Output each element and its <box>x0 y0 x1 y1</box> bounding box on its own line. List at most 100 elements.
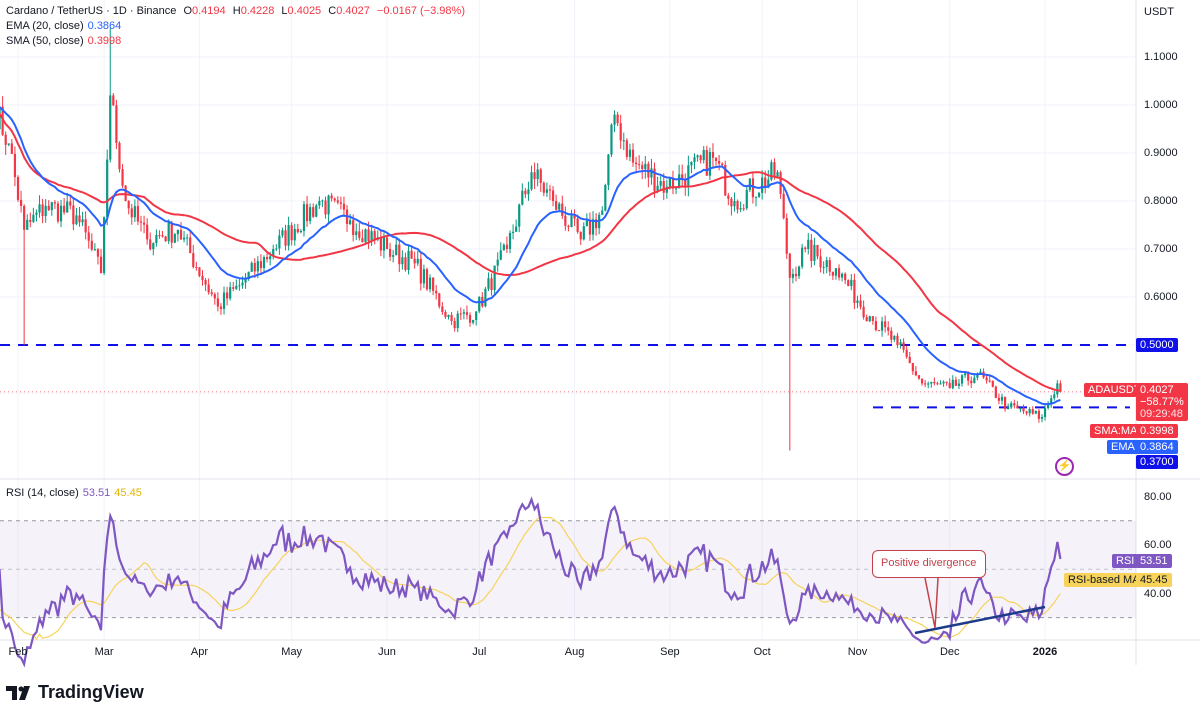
ema-badge: 0.3864 <box>1136 440 1178 454</box>
candle-body <box>1050 398 1053 405</box>
x-tick: Nov <box>847 646 868 658</box>
candle-body <box>133 206 136 218</box>
x-tick: 2026 <box>1032 646 1058 658</box>
rsi-label: RSI (14, close) <box>6 487 79 499</box>
rsi-divergence-trendline <box>914 605 1046 635</box>
candle-body <box>379 237 382 251</box>
candle-body <box>364 229 367 243</box>
candle-body <box>1056 383 1059 395</box>
candle-body <box>914 371 917 376</box>
candle-body <box>853 279 856 304</box>
candle-body <box>939 383 942 385</box>
price-tick: 1.1000 <box>1144 51 1178 63</box>
candle-body <box>837 268 841 278</box>
candle-body <box>250 262 253 272</box>
candle-body <box>176 229 179 235</box>
candle-body <box>684 179 687 188</box>
candle-body <box>917 375 921 379</box>
candle-body <box>219 306 223 309</box>
tradingview-logo[interactable]: TradingView <box>6 682 144 703</box>
candle-body <box>189 237 192 254</box>
candle-body <box>278 235 281 249</box>
candle-body <box>976 373 979 378</box>
candle-body <box>118 142 121 170</box>
candle-body <box>1016 405 1019 409</box>
candle-body <box>468 315 472 323</box>
candle-body <box>23 205 26 230</box>
candle-body <box>877 330 881 332</box>
candle-body <box>499 250 502 260</box>
candle-body <box>721 163 724 165</box>
currency-unit[interactable]: USDT <box>1144 6 1174 18</box>
lightning-alert-icon[interactable]: ⚡ <box>1055 457 1074 476</box>
candle-body <box>164 236 167 242</box>
rsi-badge: 53.51 <box>1136 554 1172 568</box>
level-badge-low: 0.3700 <box>1136 455 1178 469</box>
candle-body <box>367 229 370 242</box>
candle-body <box>856 300 859 304</box>
ema-label: EMA (20, close) <box>6 20 84 32</box>
candle-body <box>687 165 690 188</box>
candle-body <box>204 279 207 285</box>
candle-body <box>714 157 718 161</box>
candle-body <box>93 249 96 251</box>
candle-body <box>924 383 927 385</box>
ema-legend[interactable]: EMA (20, close) 0.3864 <box>6 20 125 32</box>
candle-body <box>373 231 376 240</box>
candle-body <box>951 379 954 389</box>
x-tick: Apr <box>190 646 208 658</box>
candle-body <box>435 290 438 294</box>
candle-body <box>284 230 287 246</box>
candle-body <box>807 239 810 249</box>
price-tick: 1.0000 <box>1144 99 1178 111</box>
candle-body <box>136 206 140 222</box>
level-badge-high: 0.5000 <box>1136 338 1178 352</box>
candle-body <box>235 285 238 289</box>
rsi-legend[interactable]: RSI (14, close) 53.51 45.45 <box>6 487 146 499</box>
candle-body <box>96 249 100 257</box>
candle-body <box>890 330 893 340</box>
x-tick: May <box>281 646 303 658</box>
candle-body <box>930 381 933 384</box>
candle-body <box>595 219 598 229</box>
symbol-badge: ADAUSDT <box>1084 383 1145 397</box>
candle-body <box>109 95 112 160</box>
candle-body <box>1010 403 1013 408</box>
candle-body <box>797 266 801 277</box>
candle-body <box>130 208 133 218</box>
candle-body <box>155 235 158 243</box>
candle-body <box>644 163 647 169</box>
candle-body <box>1043 407 1047 417</box>
candle-body <box>662 181 665 193</box>
close-label: C <box>328 5 337 17</box>
candle-body <box>370 231 373 242</box>
candle-body <box>388 249 392 257</box>
candle-body <box>1028 409 1031 414</box>
candle-body <box>862 306 865 318</box>
candle-body <box>816 244 819 257</box>
candle-body <box>247 271 250 280</box>
candle-body <box>265 257 269 260</box>
candle-body <box>524 190 527 195</box>
annotation-callout[interactable]: Positive divergence <box>872 550 986 578</box>
candle-body <box>970 380 973 384</box>
candle-body <box>44 205 47 217</box>
candle-body <box>530 172 533 190</box>
candle-body <box>653 168 656 192</box>
candle-body <box>502 244 505 251</box>
sma-legend[interactable]: SMA (50, close) 0.3998 <box>6 35 125 47</box>
annotation-text: Positive divergence <box>881 557 977 569</box>
candle-body <box>462 312 465 314</box>
candle-body <box>207 284 210 293</box>
candle-body <box>410 250 413 259</box>
x-tick: Dec <box>939 646 960 658</box>
candle-body <box>398 244 401 265</box>
candle-body <box>244 279 247 283</box>
candle-body <box>69 201 72 206</box>
sma-badge-label: SMA:MA <box>1090 424 1142 438</box>
candle-body <box>35 212 38 215</box>
rsi-ma-badge: 45.45 <box>1136 573 1172 587</box>
candle-body <box>960 375 964 384</box>
candle-body <box>4 134 7 145</box>
